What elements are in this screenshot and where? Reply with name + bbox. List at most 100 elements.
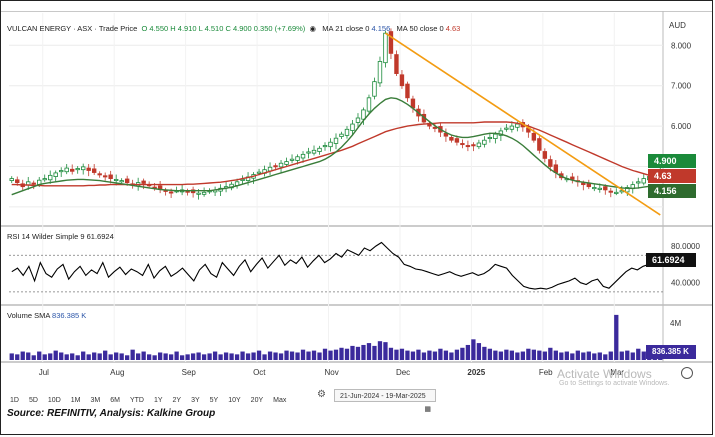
volume-bar: [559, 352, 564, 360]
range-button-2y[interactable]: 2Y: [172, 397, 182, 404]
range-button-1d[interactable]: 1D: [10, 397, 19, 404]
volume-bar: [86, 354, 91, 360]
volume-bar: [531, 349, 536, 360]
range-button-20y[interactable]: 20Y: [250, 397, 264, 404]
price-tick-label: 7.000: [671, 82, 692, 91]
candle-body: [141, 180, 146, 184]
candle-body: [493, 133, 498, 139]
volume-bar: [157, 352, 163, 360]
volume-bar: [48, 353, 53, 360]
range-button-6m[interactable]: 6M: [110, 397, 120, 404]
x-axis-label: Mar: [610, 368, 624, 377]
candle-body: [284, 161, 289, 165]
volume-bar: [482, 346, 487, 360]
calendar-icon[interactable]: ▦: [424, 406, 431, 413]
candle-body: [157, 185, 163, 190]
volume-bar: [383, 342, 388, 360]
ma21-label: MA 21 close 0: [322, 24, 370, 33]
volume-bar: [103, 350, 108, 360]
volume-bar: [92, 352, 97, 360]
volume-bar: [399, 348, 405, 360]
x-axis-label: 2025: [467, 368, 485, 377]
candle-body: [542, 151, 548, 159]
candle-body: [608, 190, 613, 193]
candle-body: [48, 174, 53, 181]
volume-bar: [146, 354, 152, 360]
x-axis-label: Sep: [182, 368, 197, 377]
volume-bar: [284, 350, 289, 360]
volume-bar: [592, 353, 597, 360]
candle-body: [317, 147, 322, 152]
volume-bar: [361, 344, 366, 360]
volume-bar: [515, 352, 520, 360]
volume-bar: [636, 348, 641, 360]
volume-bar: [608, 351, 613, 360]
volume-bar: [564, 351, 569, 360]
range-button-10d[interactable]: 10D: [47, 397, 61, 404]
range-button-max[interactable]: Max: [273, 397, 287, 404]
volume-bar: [295, 352, 300, 360]
volume-bar: [432, 351, 438, 360]
candle-body: [531, 132, 537, 141]
range-button-1m[interactable]: 1M: [70, 397, 81, 404]
volume-bar: [119, 353, 124, 360]
range-button-ytd[interactable]: YTD: [129, 397, 144, 404]
visibility-icon[interactable]: ◉: [309, 24, 317, 33]
volume-bar: [575, 350, 580, 360]
volume-bar: [537, 350, 542, 360]
candle-body: [9, 178, 14, 181]
range-button-3y[interactable]: 3Y: [191, 397, 200, 404]
candle-body: [240, 178, 245, 181]
volume-bar: [322, 348, 328, 360]
volume-bar: [328, 350, 333, 360]
candle-body: [504, 127, 509, 130]
date-range-box[interactable]: 21-Jun-2024 - 19-Mar-2025 ▦: [334, 389, 436, 413]
candle-body: [75, 168, 80, 171]
volume-bar: [603, 354, 608, 360]
ma50-value: 4.63: [445, 24, 461, 33]
volume-bar: [548, 347, 553, 360]
candle-body: [311, 149, 317, 154]
watermark-subtitle: Go to Settings to activate Windows.: [559, 380, 670, 387]
range-button-10y[interactable]: 10Y: [228, 397, 241, 404]
volume-bar: [163, 353, 168, 360]
candle-body: [333, 137, 339, 144]
settings-circle-icon[interactable]: [681, 367, 693, 379]
volume-bar: [526, 348, 531, 360]
volume-bar: [372, 345, 377, 360]
range-button-3m[interactable]: 3M: [90, 397, 101, 404]
candle-body: [300, 153, 306, 159]
volume-bar: [185, 354, 190, 360]
range-button-5y[interactable]: 5Y: [209, 397, 219, 404]
volume-bar: [53, 350, 58, 360]
volume-bar: [20, 351, 25, 360]
rsi-tick-label: 40.0000: [671, 279, 700, 288]
ma50-label: MA 50 close 0: [396, 24, 444, 33]
candle-body: [482, 139, 487, 145]
ma50-price-tag: 4.63: [648, 169, 696, 183]
date-range-text: 21-Jun-2024 - 19-Mar-2025: [340, 393, 426, 400]
volume-bar: [427, 350, 432, 360]
candle-body: [383, 32, 388, 64]
gear-icon[interactable]: ⚙: [317, 389, 326, 400]
instrument-title: VULCAN ENERGY · ASX · Trade Price: [7, 24, 138, 33]
volume-bar: [42, 354, 47, 360]
volume-bar: [388, 347, 394, 360]
candle-body: [322, 145, 328, 148]
candle-body: [328, 141, 333, 148]
candle-body: [449, 136, 454, 141]
volume-bar: [625, 350, 630, 360]
volume-bar: [493, 350, 498, 360]
candle-body: [278, 162, 284, 168]
candle-body: [86, 167, 91, 171]
rsi-label: RSI 14 Wilder Simple 9: [7, 232, 85, 241]
volume-bar: [223, 352, 229, 360]
range-button-1y[interactable]: 1Y: [153, 397, 163, 404]
volume-bar: [190, 353, 196, 360]
chart-header: VULCAN ENERGY · ASX · Trade Price O 4.55…: [7, 24, 460, 33]
volume-bar: [339, 347, 344, 360]
volume-bar: [114, 352, 119, 360]
range-button-5d[interactable]: 5D: [28, 397, 38, 404]
volume-axis-label: 4M: [670, 319, 682, 328]
volume-bar: [366, 343, 372, 360]
